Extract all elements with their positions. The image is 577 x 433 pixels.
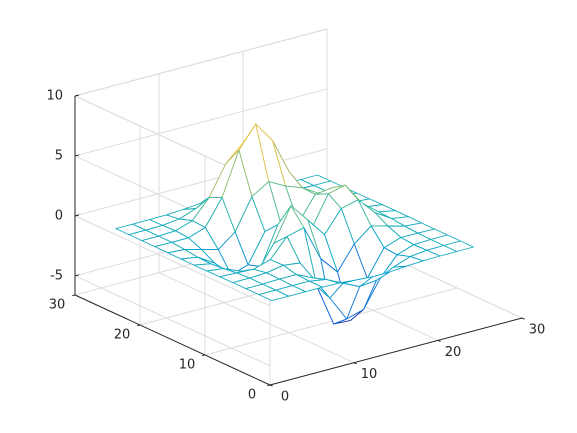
x-tick-label: 10 [361,367,378,382]
z-tick-label: 5 [55,148,63,163]
grid-line [74,275,271,367]
x-tick [437,339,441,342]
z-tick-label: 10 [46,89,63,104]
z-tick [74,274,80,277]
y-tick [202,354,206,357]
x-tick [353,362,357,365]
tick-labels: 0 10 20 30 0 10 20 30 -5 0 5 10 [46,89,545,405]
box-edge [74,28,328,97]
y-tick-label: 30 [49,298,66,313]
x-tick-label: 0 [281,390,289,405]
y-tick-label: 0 [248,388,256,403]
z-tick [74,154,80,157]
y-tick [267,384,271,387]
y-axis-line [74,294,271,386]
x-tick [269,384,273,387]
grid-line [204,287,458,356]
z-tick-label: 0 [55,208,63,223]
x-tick [521,317,525,320]
grid-line [158,272,355,364]
grid-line [74,215,271,307]
y-tick-label: 20 [114,328,131,343]
mesh [115,123,474,325]
y-tick-label: 10 [179,358,196,373]
mesh-cell [258,289,290,302]
x-tick-label: 20 [445,345,462,360]
z-tick-label: -5 [50,268,63,283]
z-tick [74,214,80,217]
x-axis-line [269,317,523,386]
y-tick [72,294,76,297]
x-tick-label: 30 [529,323,546,338]
grid-line [74,88,328,157]
grid-line [74,148,328,217]
y-tick [137,324,141,327]
z-tick [74,94,80,97]
